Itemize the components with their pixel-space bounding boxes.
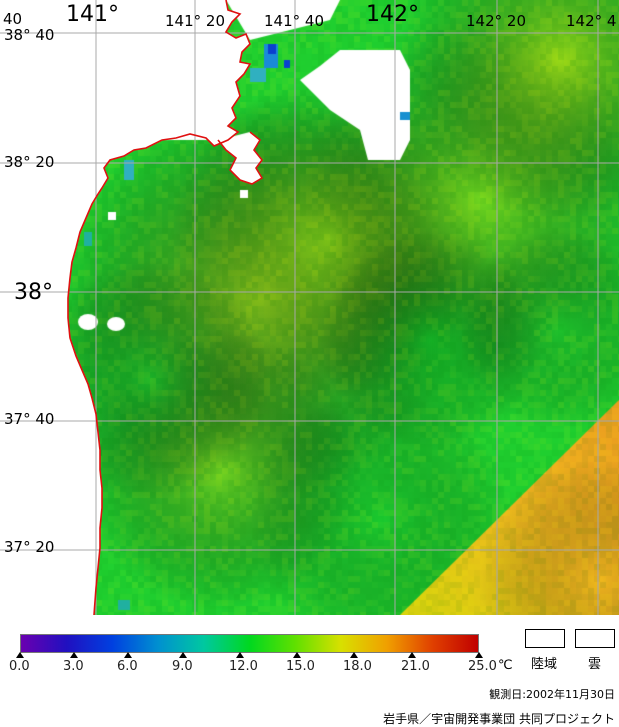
colorbar-tick-label: 0.0 — [9, 659, 30, 674]
colorbar-tick-mark — [293, 652, 301, 658]
colorbar-tick-mark — [350, 652, 358, 658]
colorbar-tick-label: 3.0 — [63, 659, 84, 674]
land-swatch — [525, 629, 565, 648]
colorbar-tick-mark — [408, 652, 416, 658]
lat-label-38-40: 38° 40 — [4, 28, 54, 43]
colorbar-tick-label: 18.0 — [343, 659, 372, 674]
colorbar-tick-label: 6.0 — [117, 659, 138, 674]
lat-label-37-40: 37° 40 — [4, 412, 54, 427]
lon-label-141-40: 141° 40 — [264, 14, 324, 29]
corner-lat-label: 40 — [3, 12, 22, 27]
colorbar-tick-mark — [16, 652, 24, 658]
colorbar-tick-label: 12.0 — [229, 659, 258, 674]
colorbar-tick-mark — [179, 652, 187, 658]
lon-label-141-20: 141° 20 — [165, 14, 225, 29]
temperature-colorbar — [20, 634, 479, 653]
lat-label-37-20: 37° 20 — [4, 540, 54, 555]
colorbar-tick-mark — [124, 652, 132, 658]
credit-line: 岩手県／宇宙開発事業団 共同プロジェクト — [383, 710, 615, 727]
land-label: 陸域 — [531, 653, 557, 672]
unit-label: ℃ — [498, 658, 513, 673]
cloud-swatch — [575, 629, 615, 648]
colorbar-tick-label: 9.0 — [172, 659, 193, 674]
lat-label-38-20: 38° 20 — [4, 155, 54, 170]
colorbar-tick-label: 25.0 — [468, 659, 497, 674]
cloud-label: 雲 — [588, 653, 601, 672]
legend-area: 0.0 3.0 6.0 9.0 12.0 15.0 18.0 21.0 25.0 ℃ 陸域 雲 … — [0, 626, 619, 725]
colorbar-tick-label: 15.0 — [286, 659, 315, 674]
lat-label-38: 38° — [14, 282, 53, 304]
lon-label-141: 141° — [66, 4, 119, 26]
colorbar-tick-mark — [236, 652, 244, 658]
map-overlay — [0, 0, 619, 615]
sea-surface-temperature-map: 40 141° 141° 20 141° 40 142° 142° 20 142… — [0, 0, 619, 615]
lon-label-142-20: 142° 20 — [466, 14, 526, 29]
colorbar-tick-label: 21.0 — [401, 659, 430, 674]
coastline — [68, 0, 262, 615]
lat-lon-grid — [0, 0, 619, 615]
colorbar-tick-mark — [70, 652, 78, 658]
lon-label-142: 142° — [366, 4, 419, 26]
lon-label-142-40: 142° 4 — [566, 14, 616, 29]
colorbar-tick-mark — [475, 652, 483, 658]
observation-date: 観測日:2002年11月30日 — [489, 686, 615, 702]
